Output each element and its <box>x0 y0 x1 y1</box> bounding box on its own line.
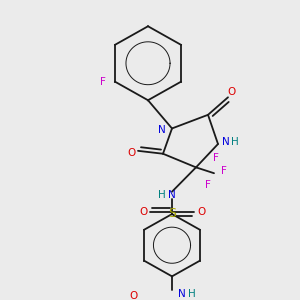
Text: F: F <box>100 77 106 87</box>
Text: H: H <box>158 190 166 200</box>
Text: F: F <box>221 166 227 176</box>
Text: O: O <box>130 291 138 300</box>
Text: O: O <box>139 207 147 217</box>
Text: N: N <box>222 137 230 147</box>
Text: O: O <box>128 148 136 158</box>
Text: F: F <box>205 180 211 190</box>
Text: N: N <box>158 125 166 135</box>
Text: N: N <box>168 190 176 200</box>
Text: H: H <box>231 137 239 147</box>
Text: O: O <box>227 87 235 98</box>
Text: O: O <box>197 207 205 217</box>
Text: N: N <box>178 289 186 299</box>
Text: H: H <box>188 289 196 299</box>
Text: S: S <box>168 207 176 220</box>
Text: F: F <box>213 153 219 163</box>
